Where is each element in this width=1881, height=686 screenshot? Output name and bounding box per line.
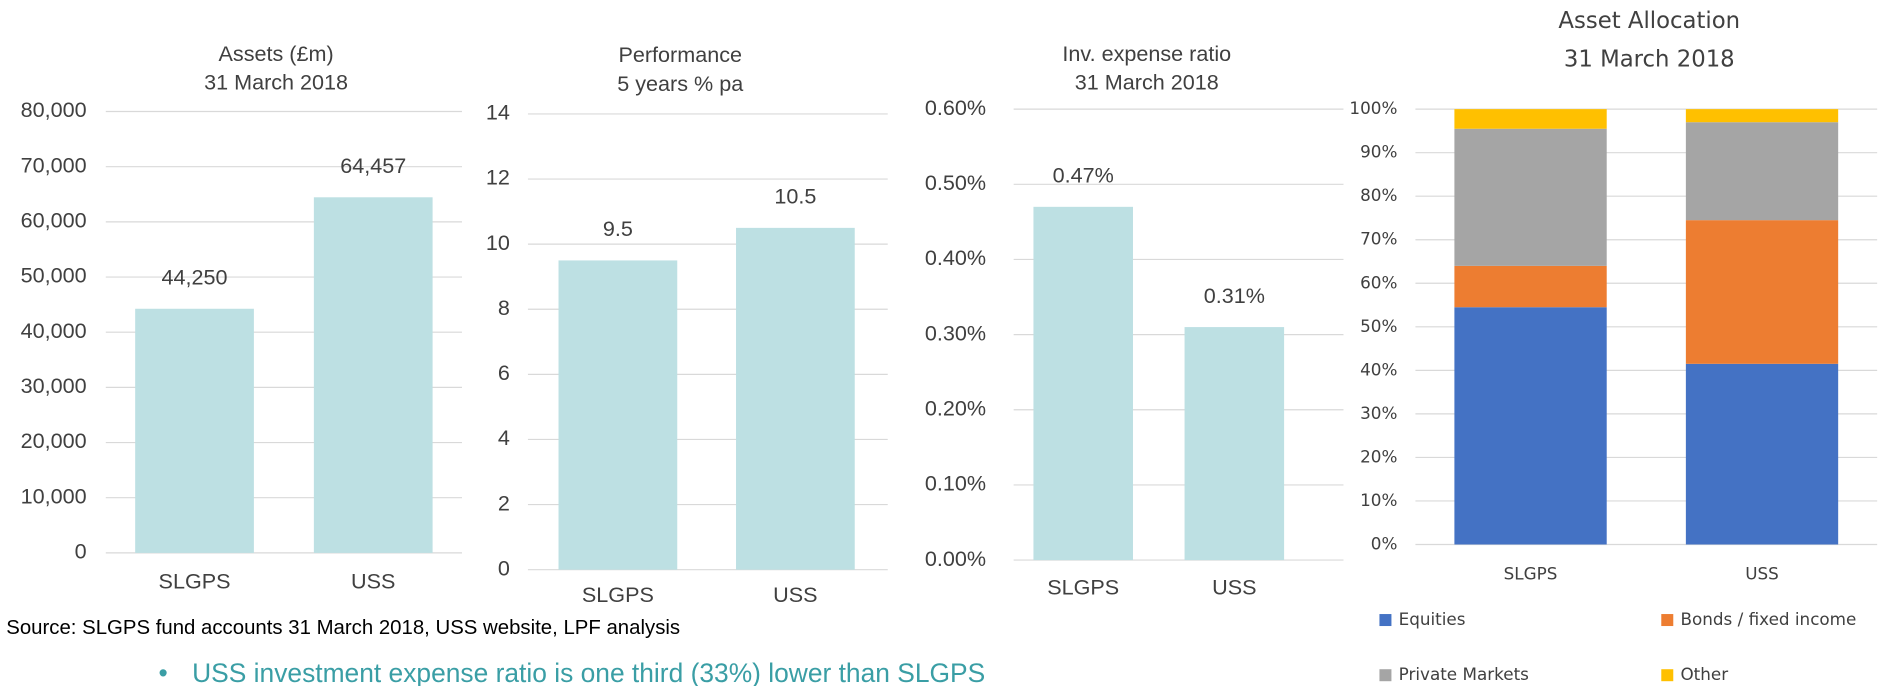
y-tick-label: 0.30% xyxy=(925,320,986,345)
y-tick-label: 0.40% xyxy=(925,245,986,270)
y-tick-label: 6 xyxy=(498,360,510,385)
chart-subtitle: 5 years % pa xyxy=(617,71,743,96)
data-label: 0.47% xyxy=(1053,163,1114,188)
bar-segment xyxy=(1685,122,1839,221)
source-note: Source: SLGPS fund accounts 31 March 201… xyxy=(6,617,680,639)
legend-swatch xyxy=(1661,669,1674,682)
y-tick-label: 50,000 xyxy=(21,263,87,288)
y-tick-label: 0.50% xyxy=(925,170,986,195)
y-tick-label: 100% xyxy=(1349,98,1397,118)
y-tick-label: 12 xyxy=(486,165,510,190)
y-tick-label: 10,000 xyxy=(21,483,87,508)
y-tick-label: 60,000 xyxy=(21,208,87,233)
x-tick-label: USS xyxy=(1212,575,1256,600)
y-tick-label: 60% xyxy=(1360,272,1397,292)
y-tick-label: 0.60% xyxy=(925,95,986,120)
bar xyxy=(558,260,678,570)
legend-swatch xyxy=(1379,614,1392,627)
bar-segment xyxy=(1685,363,1839,545)
y-tick-label: 20% xyxy=(1360,446,1397,466)
y-tick-label: 20,000 xyxy=(21,428,87,453)
data-label: 0.31% xyxy=(1204,283,1265,308)
bar-segment xyxy=(1685,220,1839,364)
chart-subtitle: 31 March 2018 xyxy=(1564,46,1735,72)
bar-segment xyxy=(1454,109,1607,129)
chart-title: Assets (£m) xyxy=(219,41,334,66)
bar xyxy=(736,227,855,570)
y-tick-label: 80,000 xyxy=(21,97,87,122)
y-tick-label: 70,000 xyxy=(21,152,87,177)
legend-label: Other xyxy=(1680,664,1728,684)
bar-segment xyxy=(1685,109,1839,123)
bar xyxy=(313,197,433,553)
bullet-symbol: • xyxy=(159,658,168,686)
bar-segment xyxy=(1454,265,1607,308)
y-tick-label: 50% xyxy=(1360,316,1397,336)
x-tick-label: USS xyxy=(1745,563,1779,583)
y-tick-label: 30% xyxy=(1360,403,1397,423)
y-tick-label: 10 xyxy=(486,230,510,255)
chart-subtitle: 31 March 2018 xyxy=(204,70,348,95)
bar xyxy=(135,308,254,553)
legend-swatch xyxy=(1661,614,1674,627)
y-tick-label: 70% xyxy=(1360,229,1397,249)
y-tick-label: 14 xyxy=(486,100,510,125)
y-tick-label: 40,000 xyxy=(21,318,87,343)
y-tick-label: 8 xyxy=(498,295,510,320)
bullet-text: USS investment expense ratio is one thir… xyxy=(192,658,985,686)
y-tick-label: 10% xyxy=(1360,490,1397,510)
y-tick-label: 2 xyxy=(498,490,510,515)
legend-label: Equities xyxy=(1399,609,1466,629)
y-tick-label: 0 xyxy=(498,555,510,580)
x-tick-label: SLGPS xyxy=(159,569,231,594)
chart-title: Performance xyxy=(618,42,742,67)
bar-segment xyxy=(1454,128,1607,266)
bar xyxy=(1033,206,1133,561)
chart-subtitle: 31 March 2018 xyxy=(1075,70,1219,95)
y-tick-label: 0.20% xyxy=(925,395,986,420)
x-tick-label: SLGPS xyxy=(582,582,654,607)
data-label: 10.5 xyxy=(774,184,816,209)
chart-title: Asset Allocation xyxy=(1558,8,1740,34)
y-tick-label: 0.00% xyxy=(925,546,986,571)
bar-segment xyxy=(1454,307,1607,545)
legend-label: Private Markets xyxy=(1399,664,1529,684)
data-label: 64,457 xyxy=(340,153,406,178)
x-tick-label: USS xyxy=(351,569,395,594)
x-tick-label: USS xyxy=(773,582,817,607)
x-tick-label: SLGPS xyxy=(1504,563,1558,583)
y-tick-label: 0.10% xyxy=(925,471,986,496)
y-tick-label: 0% xyxy=(1371,533,1398,553)
legend-label: Bonds / fixed income xyxy=(1680,609,1856,629)
bar xyxy=(1184,327,1285,561)
x-tick-label: SLGPS xyxy=(1047,575,1119,600)
y-tick-label: 90% xyxy=(1360,142,1397,162)
data-label: 9.5 xyxy=(603,216,633,241)
y-tick-label: 30,000 xyxy=(21,373,87,398)
legend-swatch xyxy=(1379,669,1392,682)
y-tick-label: 0 xyxy=(75,539,87,564)
y-tick-label: 40% xyxy=(1360,359,1397,379)
data-label: 44,250 xyxy=(162,264,228,289)
y-tick-label: 4 xyxy=(498,425,510,450)
y-tick-label: 80% xyxy=(1360,185,1397,205)
chart-title: Inv. expense ratio xyxy=(1062,41,1231,66)
